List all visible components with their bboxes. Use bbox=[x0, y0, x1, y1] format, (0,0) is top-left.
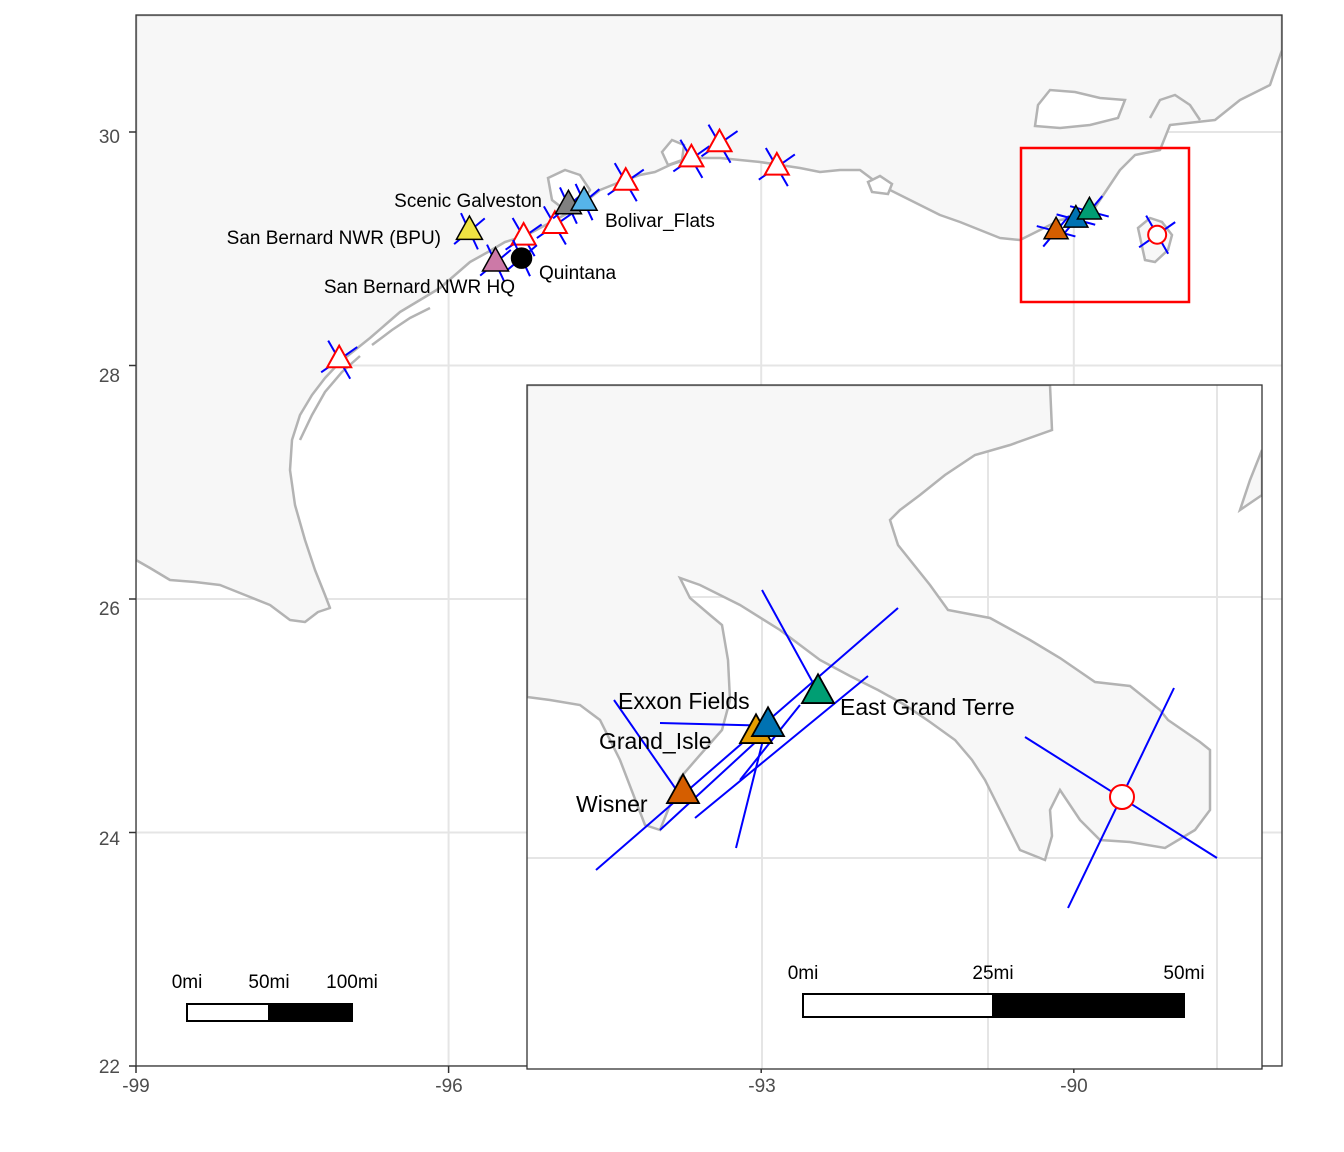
main-scale-bar: 0mi 50mi 100mi bbox=[172, 972, 378, 1022]
site-triangle bbox=[569, 185, 599, 211]
site-label-san-bernard-hq: San Bernard NWR HQ bbox=[324, 277, 515, 298]
inset-panel-border bbox=[526, 384, 1263, 1070]
scale-label-50: 50mi bbox=[248, 972, 289, 993]
inset-site-triangle bbox=[750, 705, 786, 737]
open-site-triangle bbox=[541, 209, 569, 234]
x-tick-label: -99 bbox=[122, 1076, 149, 1097]
y-tick-label: 28 bbox=[99, 366, 120, 387]
open-site-triangle bbox=[763, 150, 791, 176]
louisiana-lake bbox=[866, 174, 894, 196]
inset-site-triangle bbox=[665, 772, 701, 804]
open-site-circle bbox=[1147, 224, 1168, 245]
site-triangle bbox=[455, 214, 484, 241]
y-tick-label: 22 bbox=[99, 1057, 120, 1078]
scale-label-0: 0mi bbox=[172, 972, 203, 993]
inset-label-grand-isle: Grand_Isle bbox=[599, 728, 712, 754]
inset-scale-label-50: 50mi bbox=[1163, 963, 1204, 984]
sabine-lake bbox=[660, 138, 686, 167]
x-axis: -99 -96 -93 -90 bbox=[122, 1066, 1088, 1097]
site-label-san-bernard-bpu: San Bernard NWR (BPU) bbox=[227, 228, 441, 249]
inset-land-north bbox=[527, 385, 1212, 862]
orientation-line bbox=[659, 737, 761, 831]
x-tick-label: -90 bbox=[1060, 1076, 1087, 1097]
inset-scale-label-25: 25mi bbox=[972, 963, 1013, 984]
lake-pontchartrain bbox=[1033, 88, 1127, 130]
y-axis: 22 24 26 28 30 bbox=[99, 127, 136, 1078]
orientation-line bbox=[613, 699, 681, 796]
inset-map-panel: Exxon Fields Grand_Isle East Grand Terre… bbox=[526, 384, 1263, 1070]
inset-land-east bbox=[1237, 449, 1262, 514]
site-label-quintana: Quintana bbox=[539, 263, 617, 284]
inset-label-exxon-fields: Exxon Fields bbox=[618, 688, 750, 714]
main-markers bbox=[320, 124, 1176, 380]
site-triangle bbox=[481, 246, 510, 272]
open-site-triangle bbox=[509, 220, 538, 246]
inset-extent-box bbox=[1019, 146, 1191, 304]
chandeleur-islands bbox=[1148, 93, 1202, 121]
site-label-bolivar-flats: Bolivar_Flats bbox=[605, 211, 715, 232]
highlight-site-triangle bbox=[1076, 195, 1103, 220]
site-label-scenic-galveston: Scenic Galveston bbox=[394, 191, 542, 212]
inset-site-triangle bbox=[800, 672, 836, 704]
x-tick-label: -96 bbox=[435, 1076, 462, 1097]
main-site-labels: Scenic Galveston Bolivar_Flats San Berna… bbox=[227, 191, 715, 298]
highlight-site-triangle bbox=[1042, 215, 1070, 240]
y-tick-label: 24 bbox=[99, 829, 121, 850]
open-site-triangle bbox=[325, 343, 353, 369]
orientation-line bbox=[694, 675, 869, 819]
inset-scale-bar: 0mi 25mi 50mi bbox=[788, 963, 1205, 1018]
inset-markers bbox=[595, 589, 1218, 909]
site-circle bbox=[510, 247, 533, 269]
inset-open-site-circle bbox=[1109, 784, 1135, 810]
open-site-triangle bbox=[612, 166, 640, 191]
y-tick-label: 26 bbox=[99, 599, 120, 620]
x-tick-label: -93 bbox=[748, 1076, 775, 1097]
inset-scale-label-0: 0mi bbox=[788, 963, 819, 984]
barrier-island bbox=[371, 306, 431, 346]
inset-label-east-grand-terre: East Grand Terre bbox=[840, 694, 1015, 720]
open-site-triangle bbox=[705, 127, 734, 153]
orientation-line bbox=[761, 589, 819, 693]
y-tick-label: 30 bbox=[99, 127, 120, 148]
open-site-triangle bbox=[677, 142, 706, 168]
inset-label-wisner: Wisner bbox=[576, 791, 648, 817]
scale-label-100: 100mi bbox=[326, 972, 378, 993]
